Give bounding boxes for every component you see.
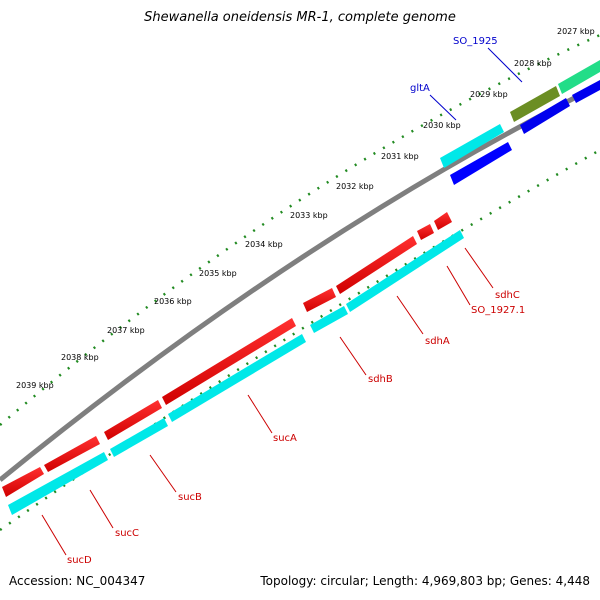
tick-label: 2027 kbp bbox=[557, 27, 595, 36]
genome-backbone bbox=[0, 82, 600, 482]
tick-label: 2032 kbp bbox=[336, 182, 374, 191]
feature-SO_1927.1[interactable] bbox=[417, 224, 434, 240]
feature-sdhB[interactable] bbox=[303, 288, 336, 312]
feature-sucB[interactable] bbox=[104, 400, 162, 440]
feature-sdhC[interactable] bbox=[434, 212, 452, 230]
gene-callout-lines bbox=[41, 47, 523, 556]
genome-summary-text: Topology: circular; Length: 4,969,803 bp… bbox=[260, 574, 590, 588]
tick-label: 2037 kbp bbox=[107, 326, 145, 335]
tick-label: 2029 kbp bbox=[470, 90, 508, 99]
feature-gltA[interactable] bbox=[450, 142, 512, 185]
tick-label: 2038 kbp bbox=[61, 353, 99, 362]
tick-label: 2030 kbp bbox=[423, 121, 461, 130]
tick-label: 2039 kbp bbox=[16, 381, 54, 390]
outer-tick-track bbox=[0, 33, 600, 426]
accession-text: Accession: NC_004347 bbox=[9, 574, 146, 588]
feature-sdhA[interactable] bbox=[336, 236, 417, 294]
tick-label: 2028 kbp bbox=[514, 59, 552, 68]
feature-SO_1925[interactable] bbox=[520, 98, 570, 134]
gene-label-SO_1925[interactable]: SO_1925 bbox=[453, 36, 498, 47]
tick-label: 2035 kbp bbox=[199, 269, 237, 278]
reverse-strand-features bbox=[450, 60, 600, 185]
tick-label: 2031 kbp bbox=[381, 152, 419, 161]
gene-label-sucC[interactable]: sucC bbox=[115, 528, 139, 539]
gene-label-sucB[interactable]: sucB bbox=[178, 492, 202, 503]
gene-label-sucD[interactable]: sucD bbox=[67, 555, 92, 566]
gene-label-SO_1927.1[interactable]: SO_1927.1 bbox=[471, 305, 525, 316]
cyan-strand-features bbox=[8, 124, 504, 515]
forward-strand-features bbox=[2, 212, 452, 497]
gene-labels: SO_1925 gltA sdhC SO_1927.1 sdhA sdhB su… bbox=[67, 36, 525, 566]
tick-labels: 2027 kbp 2028 kbp 2029 kbp 2030 kbp 2031… bbox=[16, 27, 595, 390]
feature-sucC[interactable] bbox=[44, 436, 100, 472]
tick-label: 2036 kbp bbox=[154, 297, 192, 306]
gene-label-sdhA[interactable]: sdhA bbox=[425, 336, 450, 347]
feature-sucD[interactable] bbox=[2, 467, 44, 497]
map-title: Shewanella oneidensis MR-1, complete gen… bbox=[144, 10, 456, 25]
tick-label: 2034 kbp bbox=[245, 240, 283, 249]
gene-label-sdhB[interactable]: sdhB bbox=[368, 374, 393, 385]
gene-label-sucA[interactable]: sucA bbox=[273, 433, 297, 444]
tick-label: 2033 kbp bbox=[290, 211, 328, 220]
feature-sucA[interactable] bbox=[162, 318, 296, 405]
gene-label-sdhC[interactable]: sdhC bbox=[495, 290, 520, 301]
gene-label-gltA[interactable]: gltA bbox=[410, 83, 430, 94]
